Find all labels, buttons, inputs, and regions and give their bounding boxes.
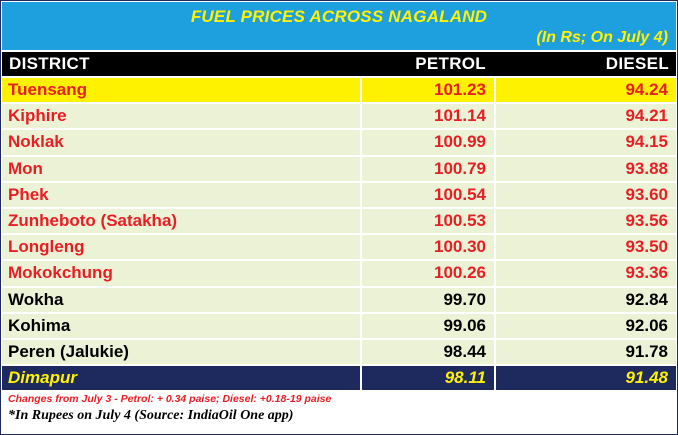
- district-cell: Longleng: [2, 235, 360, 260]
- table-row: Wokha 99.70 92.84: [2, 287, 676, 312]
- district-cell: Wokha: [2, 287, 360, 312]
- table-header: FUEL PRICES ACROSS NAGALAND (In Rs; On J…: [2, 2, 676, 50]
- diesel-price-cell: 93.56: [496, 208, 676, 234]
- district-cell: Phek: [2, 182, 360, 207]
- district-cell: Kohima: [2, 313, 360, 338]
- column-header-row: DISTRICT PETROL DIESEL: [2, 52, 676, 76]
- diesel-price-cell: 93.60: [496, 182, 676, 207]
- table-row: Tuensang 101.23 94.24: [2, 78, 676, 103]
- district-cell: Noklak: [2, 130, 360, 155]
- petrol-price-cell: 98.44: [362, 339, 494, 365]
- petrol-price-cell: 99.70: [362, 287, 494, 312]
- diesel-price-cell: 93.88: [496, 156, 676, 181]
- table-subtitle: (In Rs; On July 4): [536, 29, 668, 46]
- diesel-price-cell: 92.84: [496, 287, 676, 312]
- diesel-price-cell: 94.15: [496, 130, 676, 155]
- column-header-district: DISTRICT: [9, 54, 90, 73]
- petrol-price-cell: 100.54: [362, 182, 494, 207]
- petrol-price-cell: 100.30: [362, 235, 494, 260]
- table-body: Tuensang 101.23 94.24 Kiphire 101.14 94.21 Nok…: [2, 78, 676, 392]
- district-cell: Zunheboto (Satakha): [2, 208, 360, 234]
- diesel-price-cell: 91.78: [496, 339, 676, 365]
- table-row: Kohima 99.06 92.06: [2, 313, 676, 338]
- petrol-price-cell: 99.06: [362, 313, 494, 338]
- district-cell: Tuensang: [2, 78, 360, 103]
- petrol-price-cell: 98.11: [362, 366, 494, 391]
- petrol-price-cell: 101.14: [362, 104, 494, 129]
- table-row: Kiphire 101.14 94.21: [2, 104, 676, 129]
- table-row: Zunheboto (Satakha) 100.53 93.56: [2, 208, 676, 234]
- column-header-diesel: DIESEL: [605, 54, 669, 73]
- table-title: FUEL PRICES ACROSS NAGALAND: [190, 7, 488, 26]
- district-cell: Mokokchung: [2, 261, 360, 286]
- diesel-price-cell: 93.50: [496, 235, 676, 260]
- table-row: Noklak 100.99 94.15: [2, 130, 676, 155]
- diesel-price-cell: 92.06: [496, 313, 676, 338]
- petrol-price-cell: 100.79: [362, 156, 494, 181]
- column-header-petrol: PETROL: [415, 54, 486, 73]
- table-row: Phek 100.54 93.60: [2, 182, 676, 207]
- table-row: Peren (Jalukie) 98.44 91.78: [2, 339, 676, 365]
- district-cell: Mon: [2, 156, 360, 181]
- table-row: Longleng 100.30 93.50: [2, 235, 676, 260]
- table-row: Dimapur 98.11 91.48: [2, 366, 676, 391]
- diesel-price-cell: 94.21: [496, 104, 676, 129]
- source-note: *In Rupees on July 4 (Source: IndiaOil O…: [8, 408, 294, 423]
- petrol-price-cell: 100.99: [362, 130, 494, 155]
- table-row: Mokokchung 100.26 93.36: [2, 261, 676, 286]
- petrol-price-cell: 100.26: [362, 261, 494, 286]
- table-row: Mon 100.79 93.88: [2, 156, 676, 181]
- district-cell: Peren (Jalukie): [2, 339, 360, 365]
- diesel-price-cell: 94.24: [496, 78, 676, 103]
- changes-note: Changes from July 3 - Petrol: + 0.34 pai…: [8, 393, 332, 405]
- petrol-price-cell: 101.23: [362, 78, 494, 103]
- district-cell: Dimapur: [2, 366, 360, 391]
- petrol-price-cell: 100.53: [362, 208, 494, 234]
- district-cell: Kiphire: [2, 104, 360, 129]
- diesel-price-cell: 93.36: [496, 261, 676, 286]
- diesel-price-cell: 91.48: [496, 366, 676, 391]
